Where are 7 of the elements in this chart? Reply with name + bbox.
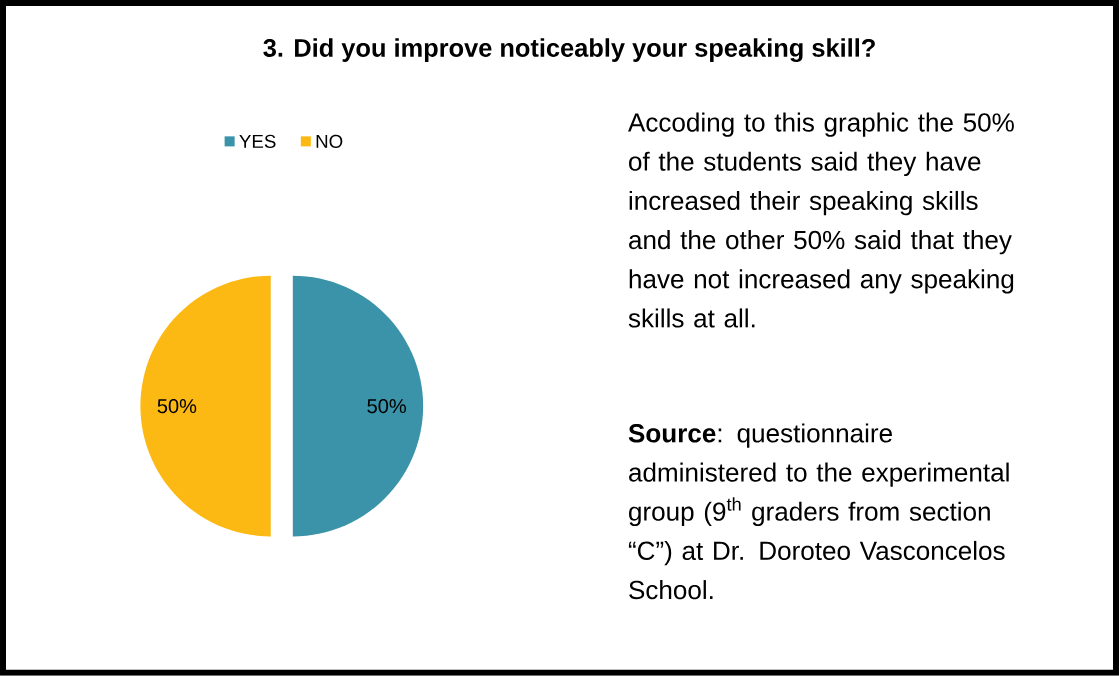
data-label: 50% <box>157 399 197 414</box>
text: 3. Did you improve noticeably your speaking skill? <box>263 38 875 63</box>
text: Accoding to this graphic the 50% of the students said they have increased their speaking skills and the other 50% said that they have not increased any speaking skills at all. <box>628 112 1014 328</box>
text: Source: questionnaire administered to the experimental group (9$^{th}$ graders from section “C”) at Dr. Doroteo Vasconcelos School. <box>628 423 1009 600</box>
legend-label: NO <box>316 134 343 149</box>
legend-label: YES <box>239 134 276 149</box>
data-label: 50% <box>367 399 406 414</box>
